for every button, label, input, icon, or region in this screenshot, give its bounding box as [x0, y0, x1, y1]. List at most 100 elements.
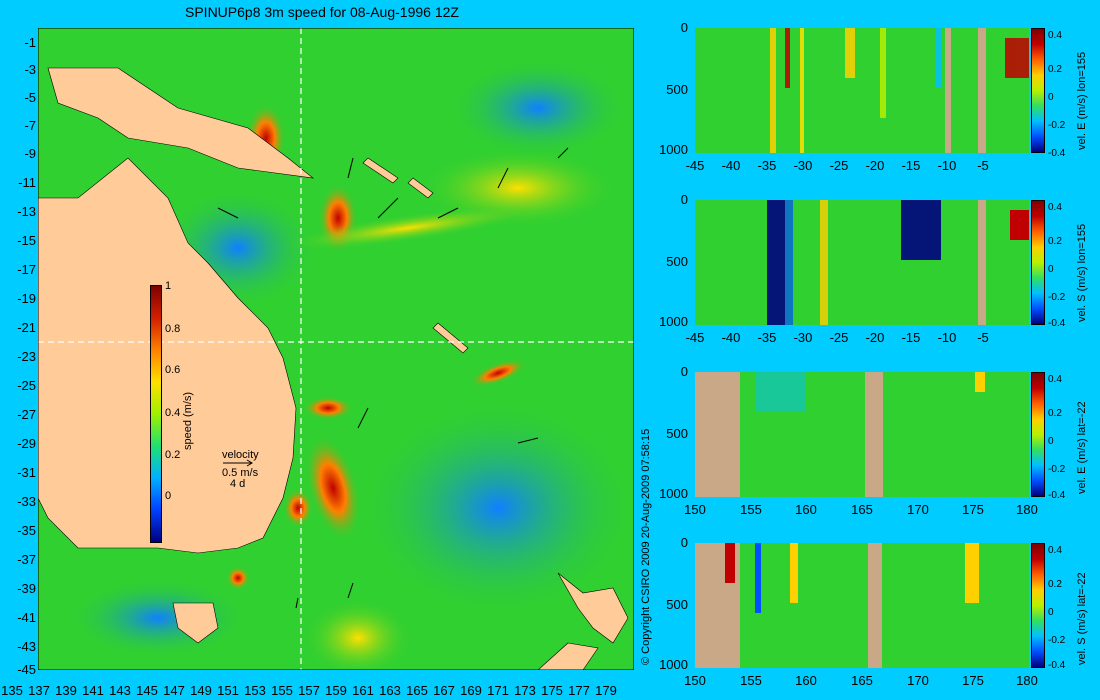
lon-tick: 135: [1, 683, 23, 698]
section-lines: [38, 28, 634, 670]
lon-tick: 171: [487, 683, 509, 698]
lon-tick: 169: [460, 683, 482, 698]
lon-tick: 155: [271, 683, 293, 698]
lon-tick: 141: [82, 683, 104, 698]
panel-cbar-tick: -0.2: [1048, 120, 1066, 131]
lat-tick: -3: [24, 62, 36, 77]
panel-y-tick: 0: [680, 535, 688, 550]
panel-cbar-tick: -0.4: [1048, 660, 1066, 671]
panel-cbar-tick: 0.4: [1048, 374, 1062, 385]
panel-x-tick: -20: [865, 330, 885, 345]
lon-tick: 147: [163, 683, 185, 698]
panel-label: vel. S (m/s) lon=155: [1076, 223, 1088, 322]
panel-cbar-tick: 0: [1048, 264, 1054, 275]
lat-tick: -25: [17, 378, 36, 393]
lat-tick: -41: [17, 610, 36, 625]
lon-tick: 139: [55, 683, 77, 698]
lat-tick: -37: [17, 552, 36, 567]
panel-cbar-tick: 0: [1048, 607, 1054, 618]
colorbar-tick: 0.8: [165, 323, 181, 335]
ocean-speed-map[interactable]: [38, 28, 634, 670]
panel-cbar-tick: -0.4: [1048, 490, 1066, 501]
panel-cbar-tick: -0.4: [1048, 148, 1066, 159]
colorbar-tick: 1: [165, 280, 172, 292]
tasmania: [172, 602, 219, 644]
panel-x-tick: 170: [907, 502, 929, 517]
panel-x-tick: -35: [757, 330, 777, 345]
panel-label: vel. S (m/s) lat=-22: [1076, 572, 1088, 665]
panel-cbar-tick: 0.2: [1048, 579, 1062, 590]
australia: [38, 157, 297, 554]
solomon-islands: [362, 157, 434, 199]
lon-tick: 173: [514, 683, 536, 698]
panel-x-tick: -45: [685, 158, 705, 173]
lon-tick: 165: [406, 683, 428, 698]
speed-colorbar: [150, 285, 162, 543]
panel-plot[interactable]: [695, 200, 1029, 325]
velocity-key-duration: 4 d: [230, 478, 246, 490]
panel-cbar-tick: -0.2: [1048, 635, 1066, 646]
lat-tick: -33: [17, 494, 36, 509]
new-guinea: [47, 67, 315, 179]
panel-x-tick: -5: [977, 158, 989, 173]
velocity-arrows: [217, 147, 569, 609]
panel-x-tick: -15: [901, 330, 921, 345]
panel-x-tick: -10: [937, 158, 957, 173]
panel-x-tick: -45: [685, 330, 705, 345]
colorbar-tick: 0.4: [165, 407, 181, 419]
panel-x-tick: 170: [907, 673, 929, 688]
panel-x-tick: -20: [865, 158, 885, 173]
colorbar-label: speed (m/s): [182, 391, 194, 450]
panel-x-tick: 180: [1016, 502, 1038, 517]
velocity-key-title: velocity: [222, 449, 259, 461]
panel-cbar-tick: -0.4: [1048, 318, 1066, 329]
colorbar-tick: 0.2: [165, 449, 181, 461]
panel-cbar-tick: -0.2: [1048, 292, 1066, 303]
panel-plot[interactable]: [695, 543, 1029, 668]
colorbar-tick: 0: [165, 490, 172, 502]
panel-plot[interactable]: [695, 372, 1029, 497]
velocity-key-arrow-icon: [223, 459, 253, 467]
lon-tick: 149: [190, 683, 212, 698]
lon-tick: 179: [595, 683, 617, 698]
panel-y-tick: 500: [666, 254, 688, 269]
new-zealand-north: [557, 572, 629, 644]
lat-tick: -39: [17, 581, 36, 596]
panel-x-tick: -30: [793, 158, 813, 173]
lon-tick: 175: [541, 683, 563, 698]
panel-x-tick: 180: [1016, 673, 1038, 688]
lat-tick: -7: [24, 118, 36, 133]
panel-x-tick: 160: [795, 673, 817, 688]
lon-tick: 137: [28, 683, 50, 698]
panel-y-tick: 1000: [659, 314, 688, 329]
lat-tick: -21: [17, 320, 36, 335]
lat-tick: -15: [17, 233, 36, 248]
current-patterns: [68, 58, 634, 670]
lon-tick: 145: [136, 683, 158, 698]
land-masses: [38, 67, 629, 670]
panel-x-tick: 175: [962, 502, 984, 517]
panel-y-tick: 1000: [659, 486, 688, 501]
panel-colorbar: [1031, 200, 1045, 325]
panel-y-tick: 500: [666, 82, 688, 97]
panel-y-tick: 500: [666, 597, 688, 612]
panel-cbar-tick: 0.2: [1048, 64, 1062, 75]
panel-cbar-tick: 0.4: [1048, 30, 1062, 41]
panel-y-tick: 0: [680, 20, 688, 35]
panel-cbar-tick: -0.2: [1048, 464, 1066, 475]
lat-tick: -19: [17, 291, 36, 306]
lon-tick: 159: [325, 683, 347, 698]
lon-tick: 177: [568, 683, 590, 698]
panel-cbar-tick: 0.4: [1048, 545, 1062, 556]
lon-tick: 167: [433, 683, 455, 698]
lat-tick: -5: [24, 90, 36, 105]
panel-cbar-tick: 0.4: [1048, 202, 1062, 213]
panel-cbar-tick: 0.2: [1048, 236, 1062, 247]
panel-y-tick: 1000: [659, 142, 688, 157]
panel-x-tick: 155: [740, 502, 762, 517]
panel-x-tick: -35: [757, 158, 777, 173]
panel-colorbar: [1031, 372, 1045, 497]
lat-tick: -13: [17, 204, 36, 219]
panel-plot[interactable]: [695, 28, 1029, 153]
lat-tick: -17: [17, 262, 36, 277]
